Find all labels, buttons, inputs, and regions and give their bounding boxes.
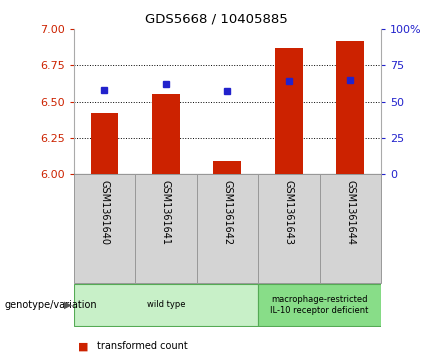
Bar (320, 174, 381, 283)
Bar (258, 284, 381, 326)
Text: transformed count: transformed count (97, 341, 188, 351)
Text: GSM1361643: GSM1361643 (284, 180, 294, 245)
Text: genotype/variation: genotype/variation (4, 300, 97, 310)
Bar (74, 284, 258, 326)
Bar (197, 174, 258, 283)
Text: GSM1361640: GSM1361640 (99, 180, 110, 245)
Bar (152, 94, 180, 174)
Bar (258, 174, 320, 283)
Text: GSM1361644: GSM1361644 (345, 180, 355, 245)
Bar (135, 174, 197, 283)
Text: macrophage-restricted
IL-10 receptor deficient: macrophage-restricted IL-10 receptor def… (270, 295, 369, 315)
Bar (213, 161, 241, 174)
Text: ■: ■ (78, 341, 88, 351)
Text: GDS5668 / 10405885: GDS5668 / 10405885 (145, 13, 288, 26)
Bar (90, 113, 118, 174)
Text: GSM1361642: GSM1361642 (222, 180, 233, 245)
Text: ▶: ▶ (64, 300, 72, 310)
Bar (74, 174, 135, 283)
Bar (336, 41, 364, 174)
Text: GSM1361641: GSM1361641 (161, 180, 171, 245)
Bar (275, 48, 303, 174)
Text: wild type: wild type (147, 301, 185, 309)
